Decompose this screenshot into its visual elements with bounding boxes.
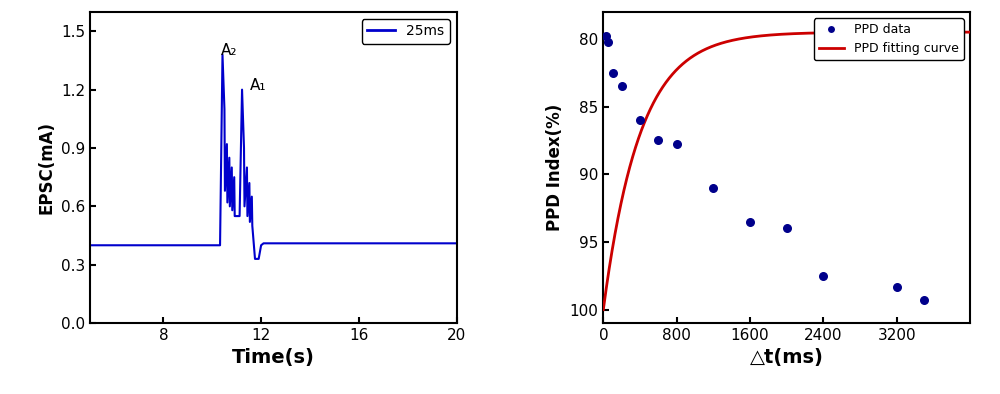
Point <box>669 141 685 148</box>
Point <box>614 83 630 89</box>
Point <box>604 70 620 76</box>
Legend: 25ms: 25ms <box>362 19 450 44</box>
Point <box>742 218 758 225</box>
Point <box>632 117 648 123</box>
Point <box>815 273 831 279</box>
Point <box>705 185 721 191</box>
X-axis label: Time(s): Time(s) <box>232 349 315 368</box>
Point <box>779 225 795 232</box>
Y-axis label: PPD Index(%): PPD Index(%) <box>546 104 564 231</box>
Text: A₁: A₁ <box>250 78 267 93</box>
Point <box>600 39 616 45</box>
Legend: PPD data, PPD fitting curve: PPD data, PPD fitting curve <box>814 18 964 60</box>
Text: A₂: A₂ <box>221 43 237 58</box>
Point <box>889 283 905 290</box>
Point <box>916 297 932 303</box>
X-axis label: △t(ms): △t(ms) <box>750 349 824 368</box>
Point <box>650 137 666 143</box>
Y-axis label: EPSC(mA): EPSC(mA) <box>37 121 55 214</box>
Point <box>598 33 614 39</box>
